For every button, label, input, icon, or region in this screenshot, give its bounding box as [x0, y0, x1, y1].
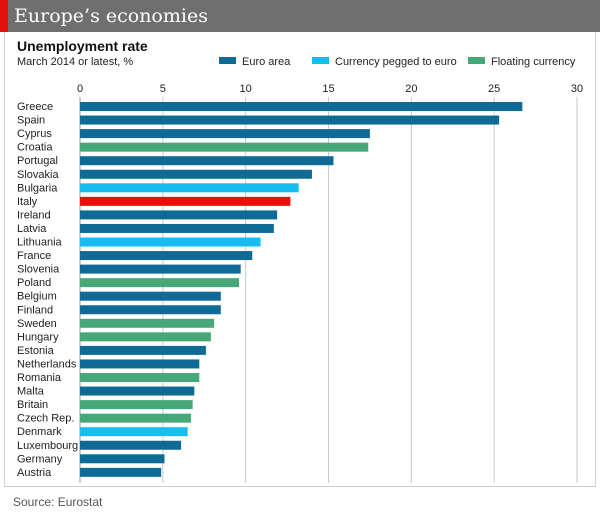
category-label: Poland [17, 277, 51, 289]
bar [80, 454, 165, 464]
bar [80, 359, 200, 369]
category-label: Germany [17, 453, 63, 465]
x-tick-label: 5 [160, 83, 166, 95]
x-tick-label: 20 [405, 83, 417, 95]
bar [80, 129, 370, 139]
bar [80, 196, 291, 206]
category-label: France [17, 250, 51, 262]
x-tick-label: 10 [240, 83, 252, 95]
category-label: Portugal [17, 155, 58, 167]
category-label: Slovakia [17, 169, 59, 181]
chart-title: Unemployment rate [17, 38, 148, 54]
legend-item-pegged: Currency pegged to euro [312, 56, 457, 68]
category-label: Greece [17, 101, 53, 113]
bar [80, 440, 182, 450]
bar [80, 251, 253, 261]
bar [80, 318, 215, 328]
bar [80, 210, 278, 220]
category-label: Ireland [17, 209, 51, 221]
category-label: Croatia [17, 142, 53, 154]
category-label: Italy [17, 196, 38, 208]
category-label: Estonia [17, 345, 55, 357]
category-label: Austria [17, 467, 52, 479]
brand-bar [0, 0, 8, 32]
x-tick-label: 30 [571, 83, 583, 95]
banner-title: Europe’s economies [14, 5, 208, 27]
bar [80, 183, 299, 193]
banner: Europe’s economies [0, 0, 600, 32]
bar [80, 427, 188, 437]
category-label: Denmark [17, 426, 62, 438]
bar [80, 142, 369, 152]
category-label: Belgium [17, 291, 57, 303]
category-label: Latvia [17, 223, 47, 235]
legend-item-euro-area: Euro area [219, 56, 290, 68]
source-note: Source: Eurostat [13, 495, 103, 509]
chart-subtitle: March 2014 or latest, % [17, 56, 134, 68]
category-label: Netherlands [17, 358, 77, 370]
bar [80, 278, 240, 288]
bar [80, 345, 206, 355]
category-label: Britain [17, 399, 48, 411]
bar [80, 400, 193, 410]
legend-swatch-euro-area [219, 57, 236, 64]
category-label: Czech Rep. [17, 413, 74, 425]
category-label: Bulgaria [17, 182, 58, 194]
legend-label-floating: Floating currency [491, 56, 576, 68]
bar [80, 467, 162, 477]
category-label: Cyprus [17, 128, 52, 140]
category-label: Sweden [17, 318, 57, 330]
bar [80, 264, 241, 274]
bar [80, 169, 312, 179]
legend-item-floating: Floating currency [468, 56, 575, 68]
category-label: Spain [17, 115, 45, 127]
bar [80, 332, 211, 342]
category-label: Finland [17, 304, 53, 316]
bar [80, 156, 334, 166]
legend-swatch-pegged [312, 57, 329, 64]
x-tick-label: 15 [322, 83, 334, 95]
category-label: Luxembourg [17, 440, 78, 452]
legend-label-euro-area: Euro area [242, 56, 291, 68]
category-label: Slovenia [17, 264, 60, 276]
bar [80, 115, 500, 125]
x-tick-label: 0 [77, 83, 83, 95]
bar [80, 386, 195, 396]
bar [80, 305, 221, 315]
legend-swatch-floating [468, 57, 485, 64]
bar [80, 373, 200, 382]
category-label: Romania [17, 372, 62, 384]
category-label: Lithuania [17, 237, 63, 249]
category-label: Hungary [17, 331, 59, 343]
bar [80, 102, 523, 111]
bar [80, 223, 274, 233]
category-label: Malta [17, 386, 45, 398]
legend-label-pegged: Currency pegged to euro [335, 56, 457, 68]
bar [80, 291, 221, 301]
x-tick-label: 25 [488, 83, 500, 95]
bar [80, 413, 191, 423]
bar [80, 237, 261, 247]
